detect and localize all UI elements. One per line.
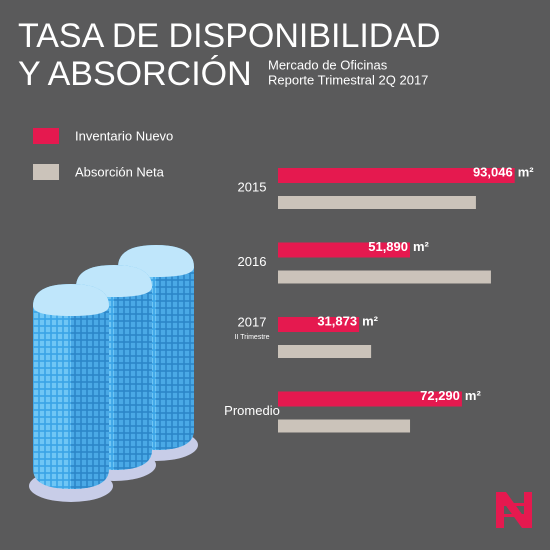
legend-swatch (33, 164, 59, 180)
legend-label: Absorción Neta (75, 164, 165, 179)
subtitle-line: Mercado de Oficinas (268, 57, 388, 72)
legend-label: Inventario Nuevo (75, 128, 173, 143)
value-label: 51,890 (368, 239, 408, 254)
value-label: 31,873 (317, 313, 357, 328)
value-unit: m² (413, 239, 430, 254)
bar (278, 242, 411, 258)
title-line: TASA DE DISPONIBILIDAD (18, 17, 441, 55)
bar (278, 391, 462, 407)
legend-swatch (33, 128, 59, 144)
subtitle-line: Reporte Trimestral 2Q 2017 (268, 72, 428, 87)
value-unit: m² (465, 388, 482, 403)
category-note: II Trimestre (234, 334, 269, 341)
category-label: 2016 (238, 254, 267, 269)
value-label: 93,046 (473, 164, 513, 179)
title-line: Y ABSORCIÓN (18, 55, 252, 93)
bar (278, 317, 360, 332)
bar (278, 419, 411, 433)
bar (278, 168, 515, 183)
bar (278, 270, 491, 284)
bar (278, 196, 476, 209)
value-label: 72,290 (420, 388, 460, 403)
logo (496, 492, 532, 528)
value-unit: m² (362, 313, 379, 328)
category-label: 2017 (238, 314, 267, 329)
category-label: 2015 (238, 179, 267, 194)
value-unit: m² (518, 164, 535, 179)
bar (278, 345, 372, 358)
buildings (29, 245, 198, 502)
category-label: Promedio (224, 403, 280, 418)
